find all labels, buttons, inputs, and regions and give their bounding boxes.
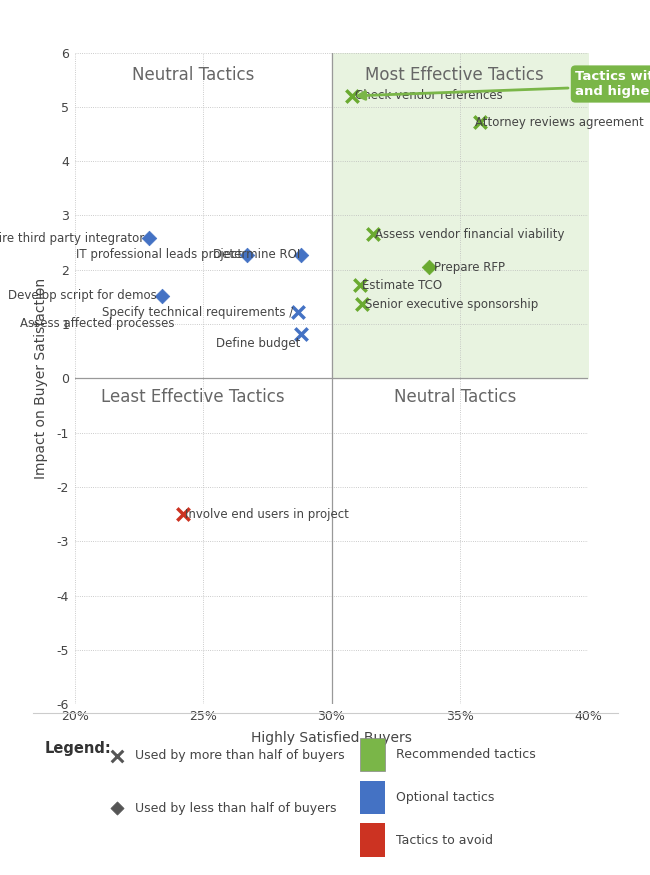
Point	[354, 278, 365, 292]
Text: Used by less than half of buyers: Used by less than half of buyers	[135, 802, 337, 815]
Text: IT professional leads project: IT professional leads project	[75, 248, 242, 261]
Point	[296, 327, 306, 341]
Text: Assess affected processes: Assess affected processes	[20, 317, 175, 330]
Text: Assess vendor financial viability: Assess vendor financial viability	[375, 228, 565, 241]
Text: Used by more than half of buyers: Used by more than half of buyers	[135, 750, 344, 762]
FancyBboxPatch shape	[360, 738, 385, 772]
Point	[144, 231, 155, 245]
Text: Define budget: Define budget	[216, 337, 301, 350]
Point	[475, 115, 486, 129]
Text: Involve end users in project: Involve end users in project	[185, 507, 349, 521]
Text: Attorney reviews agreement: Attorney reviews agreement	[475, 116, 644, 129]
Point	[177, 507, 188, 522]
FancyBboxPatch shape	[360, 780, 385, 814]
Point	[112, 802, 122, 816]
Text: Optional tactics: Optional tactics	[396, 791, 495, 804]
Text: Neutral Tactics: Neutral Tactics	[393, 388, 516, 406]
Point	[424, 260, 434, 274]
Text: Most Effective Tactics: Most Effective Tactics	[365, 66, 544, 84]
Text: Tactics to avoid: Tactics to avoid	[396, 834, 493, 847]
Point	[242, 248, 252, 262]
Point	[293, 305, 304, 319]
Point	[367, 228, 378, 242]
Text: Check vendor references: Check vendor references	[355, 89, 502, 102]
Text: Recommended tactics: Recommended tactics	[396, 748, 536, 761]
Text: Tactics with highest impact
and highest satisfaction: Tactics with highest impact and highest …	[358, 70, 650, 100]
Point	[112, 749, 122, 763]
X-axis label: Highly Satisfied Buyers: Highly Satisfied Buyers	[251, 732, 412, 746]
Y-axis label: Impact on Buyer Satisfaction: Impact on Buyer Satisfaction	[34, 278, 48, 479]
Text: Determine ROI: Determine ROI	[213, 248, 301, 261]
Text: Senior executive sponsorship: Senior executive sponsorship	[365, 298, 538, 311]
Text: Develop script for demos: Develop script for demos	[8, 290, 157, 303]
Point	[296, 248, 306, 262]
Text: Least Effective Tactics: Least Effective Tactics	[101, 388, 285, 406]
Text: Legend:: Legend:	[44, 740, 111, 756]
Text: Hire third party integrator: Hire third party integrator	[0, 232, 144, 245]
Text: Specify technical requirements /: Specify technical requirements /	[102, 305, 293, 318]
Point	[357, 297, 367, 311]
FancyBboxPatch shape	[360, 823, 385, 858]
Text: Neutral Tactics: Neutral Tactics	[132, 66, 254, 84]
Text: Estimate TCO: Estimate TCO	[362, 278, 443, 291]
Point	[347, 89, 358, 103]
Text: Prepare RFP: Prepare RFP	[434, 261, 505, 274]
Point	[157, 289, 167, 303]
